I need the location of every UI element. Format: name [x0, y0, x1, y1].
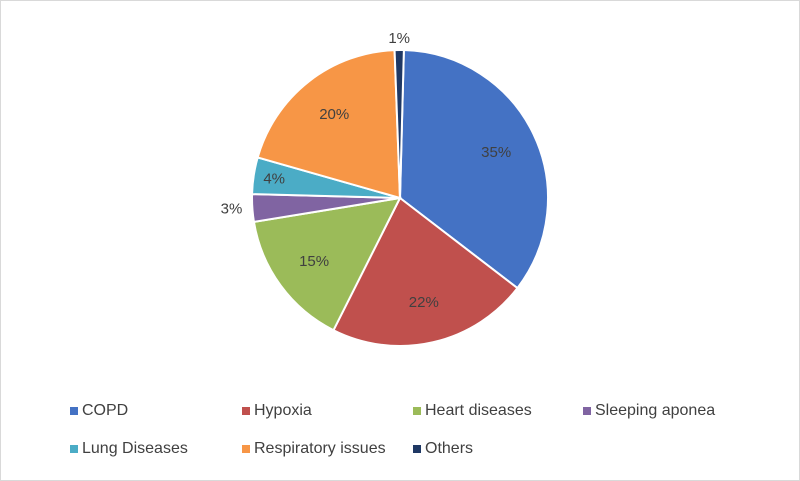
data-label-sleeping-aponea: 3% [221, 201, 243, 218]
data-label-respiratory-issues: 20% [319, 106, 349, 123]
pie-data-labels: 35% 22% 15% 3% 4% 20% 1% [221, 30, 512, 311]
pie-slice-heart-diseases [252, 196, 402, 332]
pie-slice-others [393, 49, 405, 199]
data-label-lung-diseases: 4% [263, 171, 285, 188]
data-label-hypoxia: 22% [409, 294, 439, 311]
pie-slice-respiratory-issues [256, 49, 402, 200]
data-label-others: 1% [388, 30, 410, 47]
pie-slice-copd [398, 49, 549, 290]
pie-slice-hypoxia [332, 196, 519, 347]
pie-slices [251, 49, 549, 347]
data-label-copd: 35% [481, 144, 511, 161]
data-label-heart-diseases: 15% [299, 253, 329, 270]
